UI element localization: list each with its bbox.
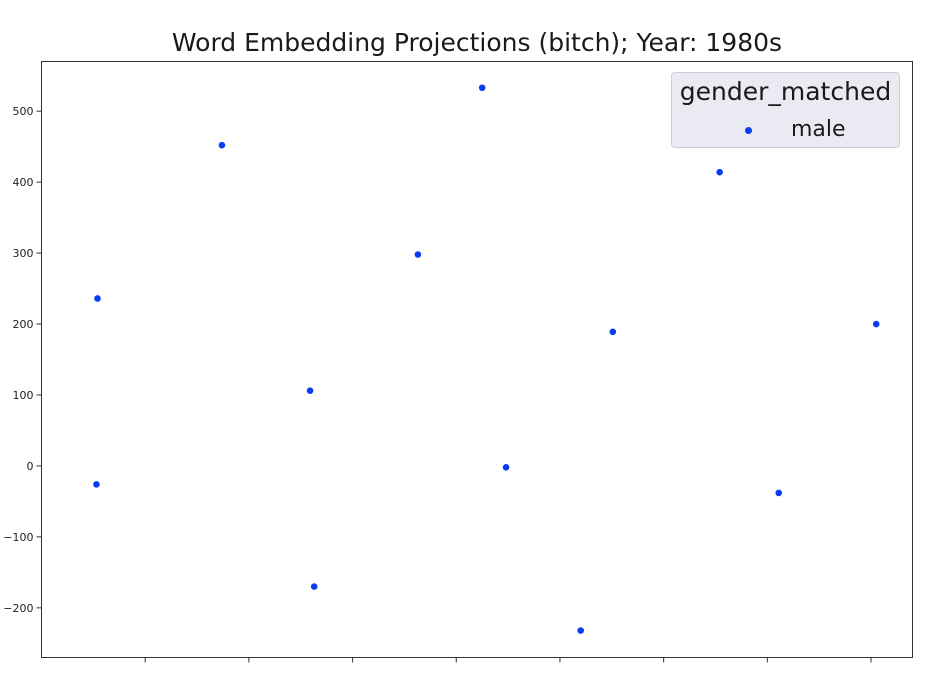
y-tick-label: 400: [13, 176, 34, 189]
data-point: [872, 320, 880, 328]
y-tick-label: 300: [13, 247, 34, 260]
legend-marker: [745, 127, 752, 134]
data-point: [94, 295, 101, 302]
y-tick-label: 500: [13, 105, 34, 118]
y-tick-label: 0: [27, 460, 34, 473]
data-point: [609, 328, 617, 336]
data-point: [577, 627, 584, 634]
data-point: [310, 583, 318, 590]
data-point: [478, 84, 486, 92]
legend-title: gender_matched: [679, 77, 892, 106]
legend: gender_matched male: [671, 72, 900, 148]
data-point: [218, 141, 226, 149]
x-axis: [144, 657, 872, 663]
y-axis: −200 −100 0 100 200 300 400 500: [3, 105, 42, 615]
data-point: [502, 464, 510, 471]
data-point: [414, 251, 422, 258]
plot-area-frame: [41, 61, 913, 658]
data-point: [716, 168, 723, 176]
y-tick-label: 200: [13, 318, 34, 331]
data-point: [775, 489, 783, 497]
data-points: [93, 84, 880, 634]
y-tick-label: 100: [13, 389, 34, 402]
y-tick-label: −100: [3, 531, 33, 544]
chart-title: Word Embedding Projections (bitch); Year…: [171, 28, 783, 57]
data-point: [306, 387, 314, 395]
data-point: [93, 481, 100, 488]
y-tick-label: −200: [3, 602, 33, 615]
legend-label: male: [791, 117, 846, 142]
